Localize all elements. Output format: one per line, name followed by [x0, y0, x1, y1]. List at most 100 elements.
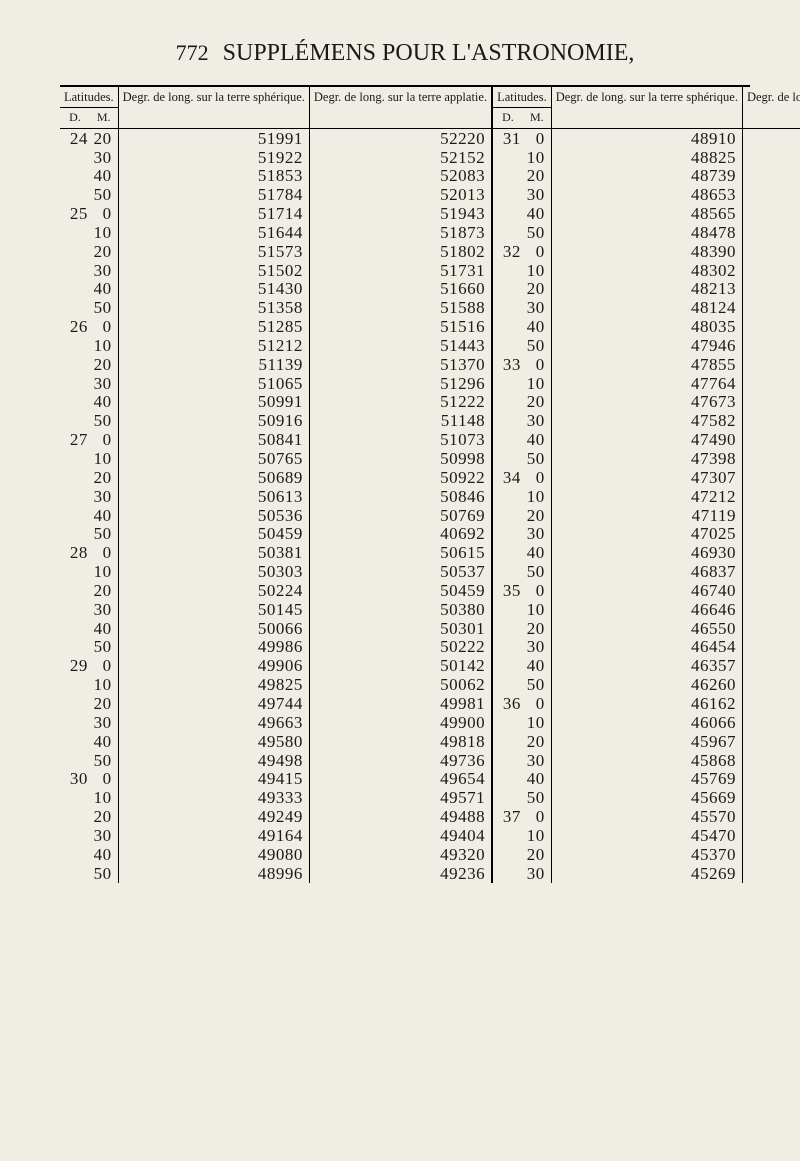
cell-applatie: 47459	[742, 487, 800, 506]
cell-lat-d	[493, 393, 523, 412]
cell-lat-d	[493, 676, 523, 695]
cell-spherique: 46646	[551, 600, 742, 619]
cell-lat-m: 10	[523, 600, 551, 619]
cell-spherique: 51784	[118, 186, 309, 205]
cell-lat-d: 27	[60, 431, 90, 450]
table-row: 304586846119	[493, 751, 800, 770]
cell-spherique: 51430	[118, 280, 309, 299]
table-row: 204596746217	[493, 732, 800, 751]
cell-applatie: 47644	[742, 450, 800, 469]
cell-lat-m: 20	[523, 506, 551, 525]
cell-lat-m: 50	[90, 638, 118, 657]
hdr-d-l: D.	[60, 108, 90, 129]
table-row: 304865348894	[493, 186, 800, 205]
cell-spherique: 51358	[118, 299, 309, 318]
cell-lat-d	[493, 336, 523, 355]
cell-applatie: 52083	[309, 167, 492, 186]
table-row: 405143051660	[60, 280, 492, 299]
table-row: 204537045621	[493, 845, 800, 864]
cell-lat-d	[493, 148, 523, 167]
table-row: 104721247459	[493, 487, 800, 506]
cell-lat-m: 0	[90, 205, 118, 224]
cell-lat-m: 30	[90, 600, 118, 619]
cell-spherique: 50916	[118, 412, 309, 431]
cell-spherique: 46550	[551, 619, 742, 638]
table-row: 204821348457	[493, 280, 800, 299]
tbody-right: 3104891049151104882549066204873948980304…	[493, 129, 800, 883]
cell-applatie: 48807	[742, 205, 800, 224]
cell-lat-m: 20	[90, 808, 118, 827]
cell-spherique: 48825	[551, 148, 742, 167]
cell-lat-m: 0	[523, 129, 551, 148]
cell-applatie: 47366	[742, 506, 800, 525]
cell-lat-m: 40	[90, 619, 118, 638]
cell-spherique: 48739	[551, 167, 742, 186]
table-row: 305150251731	[60, 261, 492, 280]
hdr-sph-l: Degr. de long. sur la terre sphérique.	[118, 87, 309, 129]
cell-lat-d	[60, 186, 90, 205]
table-row: 105076550998	[60, 450, 492, 469]
cell-lat-d	[493, 431, 523, 450]
cell-lat-d: 29	[60, 657, 90, 676]
cell-lat-d	[493, 318, 523, 337]
cell-applatie: 46606	[742, 657, 800, 676]
cell-applatie: 46020	[742, 770, 800, 789]
cell-lat-m: 20	[90, 129, 118, 148]
tables-wrapper: Latitudes. Degr. de long. sur la terre s…	[60, 85, 750, 883]
table-row: 3104891049151	[493, 129, 800, 148]
cell-applatie: 45520	[742, 864, 800, 883]
table-row: 3004941549654	[60, 770, 492, 789]
cell-spherique: 47946	[551, 336, 742, 355]
cell-applatie: 47736	[742, 431, 800, 450]
table-row: 205113951370	[60, 355, 492, 374]
cell-spherique: 49164	[118, 826, 309, 845]
table-row: 504847848720	[493, 223, 800, 242]
cell-spherique: 50991	[118, 393, 309, 412]
cell-spherique: 50765	[118, 450, 309, 469]
cell-spherique: 50841	[118, 431, 309, 450]
cell-applatie: 51148	[309, 412, 492, 431]
table-row: 2904990650142	[60, 657, 492, 676]
cell-spherique: 50224	[118, 581, 309, 600]
cell-lat-m: 0	[523, 694, 551, 713]
cell-lat-m: 40	[523, 770, 551, 789]
cell-lat-d	[493, 770, 523, 789]
cell-applatie: 49488	[309, 808, 492, 827]
cell-lat-d: 34	[493, 468, 523, 487]
table-row: 24205199152220	[60, 129, 492, 148]
cell-spherique: 46837	[551, 563, 742, 582]
cell-applatie: 49571	[309, 789, 492, 808]
table-row: 504566945921	[493, 789, 800, 808]
cell-applatie: 51943	[309, 205, 492, 224]
table-row: 504899649236	[60, 864, 492, 883]
cell-applatie: 45721	[742, 826, 800, 845]
cell-lat-m: 10	[90, 450, 118, 469]
table-row: 104933349571	[60, 789, 492, 808]
cell-lat-d: 25	[60, 205, 90, 224]
table-row: 305014550380	[60, 600, 492, 619]
cell-spherique: 51139	[118, 355, 309, 374]
table-row: 504739847644	[493, 450, 800, 469]
cell-lat-d	[493, 223, 523, 242]
table-row: 304812448368	[493, 299, 800, 318]
cell-spherique: 46454	[551, 638, 742, 657]
cell-applatie: 49900	[309, 713, 492, 732]
cell-applatie: 48720	[742, 223, 800, 242]
table-left: Latitudes. Degr. de long. sur la terre s…	[60, 87, 493, 883]
cell-applatie: 51370	[309, 355, 492, 374]
cell-lat-d	[493, 186, 523, 205]
cell-applatie: 48190	[742, 336, 800, 355]
cell-applatie: 51516	[309, 318, 492, 337]
cell-lat-m: 20	[90, 242, 118, 261]
table-row: 304758247828	[493, 412, 800, 431]
cell-spherique: 45370	[551, 845, 742, 864]
table-row: 305192252152	[60, 148, 492, 167]
cell-lat-d	[493, 638, 523, 657]
cell-lat-m: 10	[90, 676, 118, 695]
cell-applatie: 48100	[742, 355, 800, 374]
cell-lat-m: 10	[523, 487, 551, 506]
cell-lat-d	[493, 299, 523, 318]
cell-lat-m: 10	[90, 563, 118, 582]
table-row: 3404730747552	[493, 468, 800, 487]
cell-lat-d	[493, 751, 523, 770]
